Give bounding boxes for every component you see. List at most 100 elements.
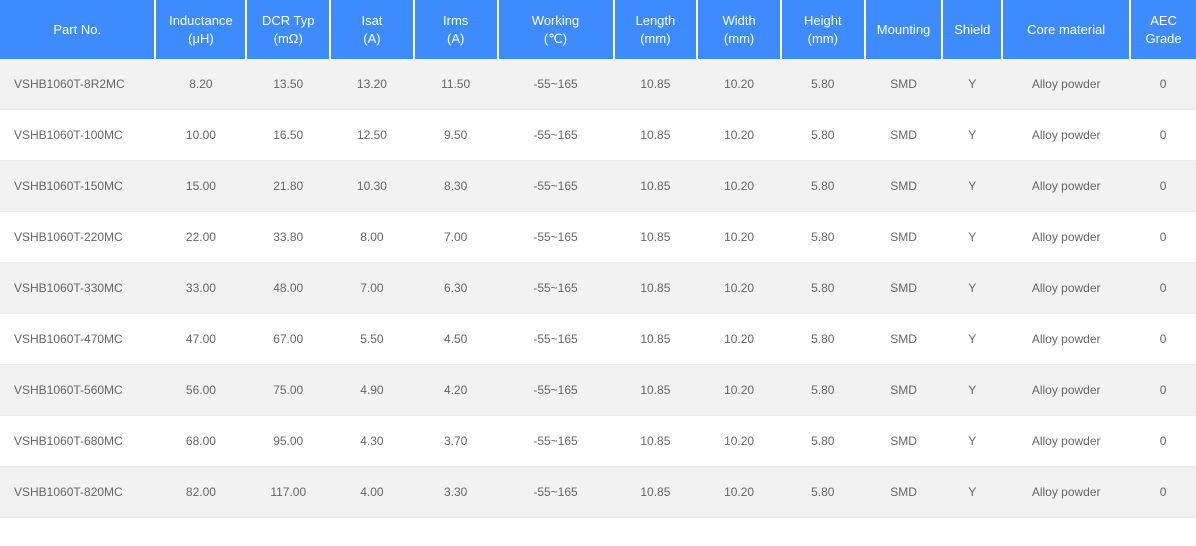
- table-row: VSHB1060T-680MC68.0095.004.303.70-55~165…: [0, 416, 1196, 467]
- cell: 15.00: [155, 161, 246, 212]
- cell: 0: [1130, 467, 1196, 518]
- cell: Alloy powder: [1002, 161, 1130, 212]
- col-header-line1: Height: [788, 12, 858, 30]
- cell: 0: [1130, 416, 1196, 467]
- cell: 10.20: [697, 263, 781, 314]
- col-header-line1: Mounting: [872, 21, 936, 39]
- cell: 47.00: [155, 314, 246, 365]
- cell: 10.85: [614, 263, 698, 314]
- cell-partno[interactable]: VSHB1060T-8R2MC: [0, 59, 155, 110]
- col-header-1: Inductance(μH): [155, 0, 246, 59]
- col-header-9: Mounting: [865, 0, 943, 59]
- cell: Alloy powder: [1002, 416, 1130, 467]
- cell: 3.30: [414, 467, 498, 518]
- cell-partno[interactable]: VSHB1060T-680MC: [0, 416, 155, 467]
- cell: 56.00: [155, 365, 246, 416]
- col-header-line2: (mm): [788, 30, 858, 48]
- cell: Y: [942, 212, 1002, 263]
- col-header-line1: Inductance: [162, 12, 239, 30]
- cell: Y: [942, 263, 1002, 314]
- table-row: VSHB1060T-220MC22.0033.808.007.00-55~165…: [0, 212, 1196, 263]
- col-header-line2: (mm): [704, 30, 774, 48]
- cell-partno[interactable]: VSHB1060T-470MC: [0, 314, 155, 365]
- cell: 10.20: [697, 314, 781, 365]
- cell-partno[interactable]: VSHB1060T-560MC: [0, 365, 155, 416]
- cell: 117.00: [246, 467, 330, 518]
- cell: Alloy powder: [1002, 365, 1130, 416]
- col-header-line1: Width: [704, 12, 774, 30]
- cell: Alloy powder: [1002, 59, 1130, 110]
- col-header-line2: (mm): [621, 30, 691, 48]
- col-header-line2: (℃): [505, 30, 607, 48]
- cell: 0: [1130, 110, 1196, 161]
- col-header-line1: Length: [621, 12, 691, 30]
- cell: 10.85: [614, 467, 698, 518]
- cell: 5.80: [781, 161, 865, 212]
- cell: Y: [942, 59, 1002, 110]
- cell: Y: [942, 110, 1002, 161]
- cell: -55~165: [498, 263, 614, 314]
- header-row: Part No.Inductance(μH)DCR Typ(mΩ)Isat(A)…: [0, 0, 1196, 59]
- cell: Alloy powder: [1002, 314, 1130, 365]
- cell-partno[interactable]: VSHB1060T-150MC: [0, 161, 155, 212]
- col-header-5: Working(℃): [498, 0, 614, 59]
- cell: 4.50: [414, 314, 498, 365]
- col-header-line1: Part No.: [6, 21, 148, 39]
- cell: 10.20: [697, 161, 781, 212]
- cell: SMD: [865, 467, 943, 518]
- cell: 10.20: [697, 110, 781, 161]
- cell: Alloy powder: [1002, 467, 1130, 518]
- cell: 5.80: [781, 365, 865, 416]
- cell: 95.00: [246, 416, 330, 467]
- cell: 0: [1130, 161, 1196, 212]
- col-header-line2: (μH): [162, 30, 239, 48]
- cell: -55~165: [498, 416, 614, 467]
- cell: SMD: [865, 365, 943, 416]
- cell-partno[interactable]: VSHB1060T-330MC: [0, 263, 155, 314]
- table-row: VSHB1060T-330MC33.0048.007.006.30-55~165…: [0, 263, 1196, 314]
- cell-partno[interactable]: VSHB1060T-820MC: [0, 467, 155, 518]
- cell: 82.00: [155, 467, 246, 518]
- col-header-line2: (A): [337, 30, 407, 48]
- cell: -55~165: [498, 314, 614, 365]
- cell: SMD: [865, 161, 943, 212]
- cell-partno[interactable]: VSHB1060T-100MC: [0, 110, 155, 161]
- cell-partno[interactable]: VSHB1060T-220MC: [0, 212, 155, 263]
- cell: 10.20: [697, 365, 781, 416]
- col-header-line1: Isat: [337, 12, 407, 30]
- cell: Y: [942, 161, 1002, 212]
- cell: 8.30: [414, 161, 498, 212]
- cell: 0: [1130, 212, 1196, 263]
- cell: 5.80: [781, 212, 865, 263]
- cell: Y: [942, 467, 1002, 518]
- spec-table: Part No.Inductance(μH)DCR Typ(mΩ)Isat(A)…: [0, 0, 1196, 518]
- cell: 5.80: [781, 467, 865, 518]
- cell: 22.00: [155, 212, 246, 263]
- cell: 33.00: [155, 263, 246, 314]
- col-header-3: Isat(A): [330, 0, 414, 59]
- spec-table-container: Part No.Inductance(μH)DCR Typ(mΩ)Isat(A)…: [0, 0, 1196, 518]
- cell: Y: [942, 314, 1002, 365]
- cell: -55~165: [498, 110, 614, 161]
- cell: 8.00: [330, 212, 414, 263]
- cell: 0: [1130, 59, 1196, 110]
- cell: 10.20: [697, 467, 781, 518]
- cell: 7.00: [330, 263, 414, 314]
- cell: SMD: [865, 212, 943, 263]
- col-header-7: Width(mm): [697, 0, 781, 59]
- cell: -55~165: [498, 59, 614, 110]
- cell: 48.00: [246, 263, 330, 314]
- col-header-line1: Irms: [421, 12, 491, 30]
- cell: 5.80: [781, 263, 865, 314]
- col-header-line2: (A): [421, 30, 491, 48]
- col-header-10: Shield: [942, 0, 1002, 59]
- cell: 5.80: [781, 110, 865, 161]
- col-header-0: Part No.: [0, 0, 155, 59]
- col-header-6: Length(mm): [614, 0, 698, 59]
- cell: 13.20: [330, 59, 414, 110]
- col-header-line1: Core material: [1009, 21, 1123, 39]
- table-body: VSHB1060T-8R2MC8.2013.5013.2011.50-55~16…: [0, 59, 1196, 518]
- col-header-line1: Shield: [949, 21, 995, 39]
- cell: 10.85: [614, 110, 698, 161]
- cell: 4.20: [414, 365, 498, 416]
